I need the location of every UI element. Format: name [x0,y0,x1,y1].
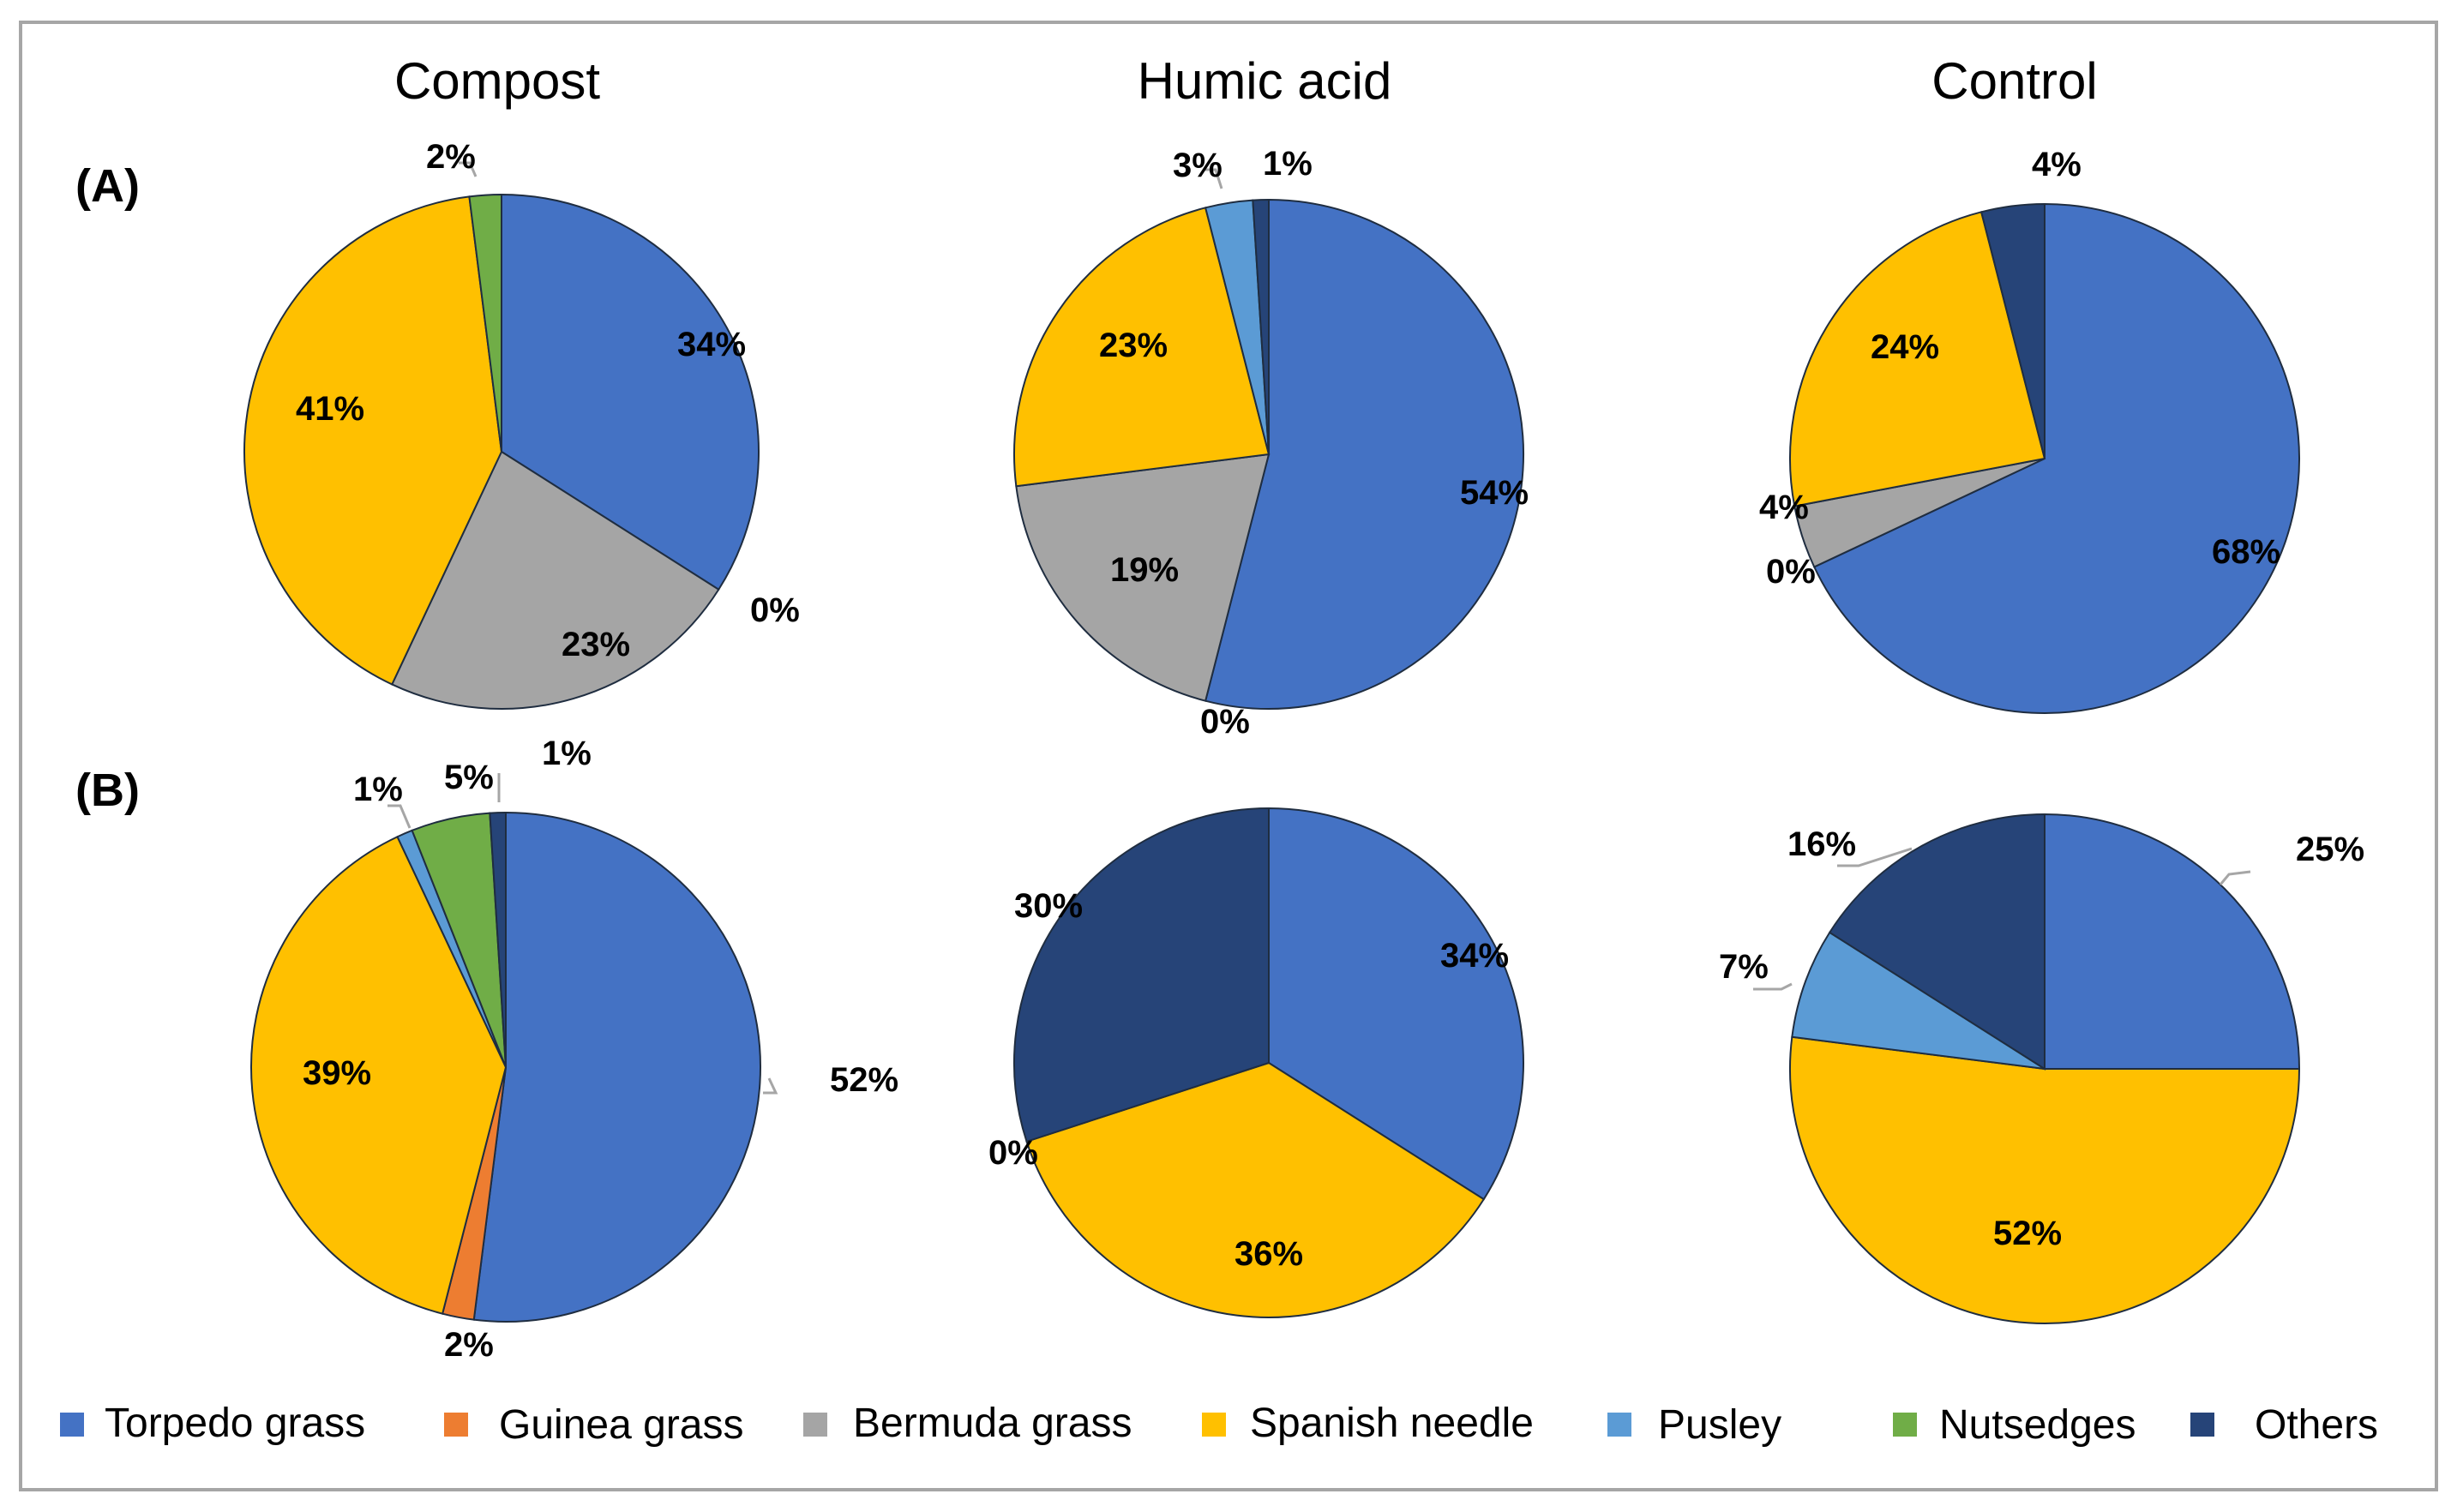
data-label-spanish-needle: 36% [1235,1235,1303,1273]
data-label-torpedo-grass: 25% [2296,831,2364,868]
slice-torpedo-grass [1268,807,1525,1201]
pie-b-compost: 52% 2% 39% 1% 5% 1% [250,735,898,1364]
legend-swatch-pusley [1607,1413,1631,1437]
pie-b-control: 25% 52% 7% 16% [1719,813,2364,1324]
slice-torpedo-grass [501,193,760,591]
data-label-torpedo-grass: 54% [1460,474,1529,512]
legend-item-pusley: Pusley [1607,1402,1781,1448]
legend-swatch-torpedo-grass [60,1413,84,1437]
data-label-spanish-needle: 52% [1993,1215,2062,1252]
data-label-spanish-needle: 41% [296,390,364,428]
pie-a-compost: 34% 0% 23% 41% 2% [243,138,800,710]
pie-b-humic-acid: 34% 36% 0% 30% [988,807,1525,1318]
pie-a-control: 68% 0% 4% 24% 4% [1759,146,2300,714]
column-title-compost: Compost [394,52,600,110]
legend-label-bermuda-grass: Bermuda grass [853,1401,1132,1446]
data-label-others: 1% [1263,145,1313,183]
pie-charts: 34% 0% 23% 41% 2% 54% 0% 19% 23% 3% 1% 68% 0% 4% 24% 4%… [243,138,2364,1364]
legend-swatch-others [2190,1413,2214,1437]
slice-spanish-needle [1788,211,2046,507]
data-label-nutsedges: 5% [444,759,494,796]
legend-label-spanish-needle: Spanish needle [1250,1401,1534,1446]
column-title-humic-acid: Humic acid [1138,52,1392,110]
legend-item-torpedo-grass: Torpedo grass [60,1401,365,1446]
leader-line-nutsedges [459,161,478,177]
legend-swatch-spanish-needle [1202,1413,1226,1437]
legend: Torpedo grass Guinea grass Bermuda grass… [60,1401,2378,1448]
data-label-pusley: 1% [353,771,403,808]
data-label-spanish-needle: 24% [1871,328,1939,366]
slice-torpedo-grass [1204,198,1524,710]
data-label-guinea-grass: 0% [1766,553,1816,591]
data-label-pusley: 3% [1173,147,1222,184]
slice-torpedo-grass [2044,813,2301,1070]
legend-swatch-bermuda-grass [803,1413,827,1437]
slice-others [489,811,507,1068]
slice-nutsedges [468,193,502,453]
leader-line-others [1837,847,1913,867]
leader-line-pusley [387,804,412,829]
slice-bermuda-grass [1015,453,1271,702]
slice-others [1979,202,2045,459]
legend-label-torpedo-grass: Torpedo grass [105,1401,365,1446]
slice-spanish-needle [243,195,503,686]
slice-others [1828,813,2045,1071]
legend-label-guinea-grass: Guinea grass [499,1402,744,1448]
legend-swatch-guinea-grass [444,1413,468,1437]
slice-spanish-needle [250,835,508,1315]
data-label-torpedo-grass: 68% [2212,533,2280,571]
slice-others [1013,807,1270,1143]
legend-item-nutsedges: Nutsedges [1893,1402,2136,1448]
data-label-pusley: 0% [988,1134,1038,1172]
data-label-bermuda-grass: 19% [1110,551,1179,589]
legend-label-nutsedges: Nutsedges [1939,1402,2136,1448]
slice-torpedo-grass [472,811,761,1323]
data-label-others: 16% [1787,825,1856,863]
column-title-control: Control [1931,52,2097,110]
data-label-others: 30% [1014,887,1083,925]
legend-label-others: Others [2255,1402,2378,1448]
data-label-bermuda-grass: 23% [562,626,630,663]
data-label-guinea-grass: 0% [750,591,800,629]
leader-line-pusley [1753,982,1793,991]
data-label-guinea-grass: 2% [444,1326,494,1364]
slice-bermuda-grass [390,450,720,710]
leader-line-pusley [1205,168,1223,189]
data-label-torpedo-grass: 52% [830,1061,898,1099]
pie-a-humic-acid: 54% 0% 19% 23% 3% 1% [1013,145,1529,741]
data-label-others: 4% [2032,146,2082,183]
legend-item-others: Others [2190,1402,2378,1448]
slice-pusley [1791,931,2045,1070]
data-label-others: 1% [542,735,592,772]
legend-item-spanish-needle: Spanish needle [1202,1401,1534,1446]
data-label-nutsedges: 2% [426,138,476,176]
slice-others [1252,198,1270,455]
data-label-pusley: 7% [1719,948,1769,986]
row-label-a: (A) [75,160,140,212]
slice-spanish-needle [1025,1061,1486,1318]
data-label-guinea-grass: 0% [1200,703,1250,741]
slice-spanish-needle [1013,207,1271,488]
data-label-bermuda-grass: 4% [1759,489,1809,526]
slice-torpedo-grass [1812,202,2300,714]
data-label-spanish-needle: 39% [303,1054,371,1092]
leader-line-torpedo-grass [2219,870,2251,885]
data-label-spanish-needle: 23% [1099,327,1168,364]
data-label-torpedo-grass: 34% [677,326,746,363]
legend-label-pusley: Pusley [1658,1402,1781,1448]
legend-item-guinea-grass: Guinea grass [444,1402,744,1448]
leader-line-torpedo-grass [763,1077,778,1095]
row-label-b: (B) [75,765,140,816]
slice-spanish-needle [1789,1035,2301,1324]
data-label-torpedo-grass: 34% [1440,937,1509,975]
legend-item-bermuda-grass: Bermuda grass [803,1401,1132,1446]
legend-swatch-nutsedges [1893,1413,1917,1437]
